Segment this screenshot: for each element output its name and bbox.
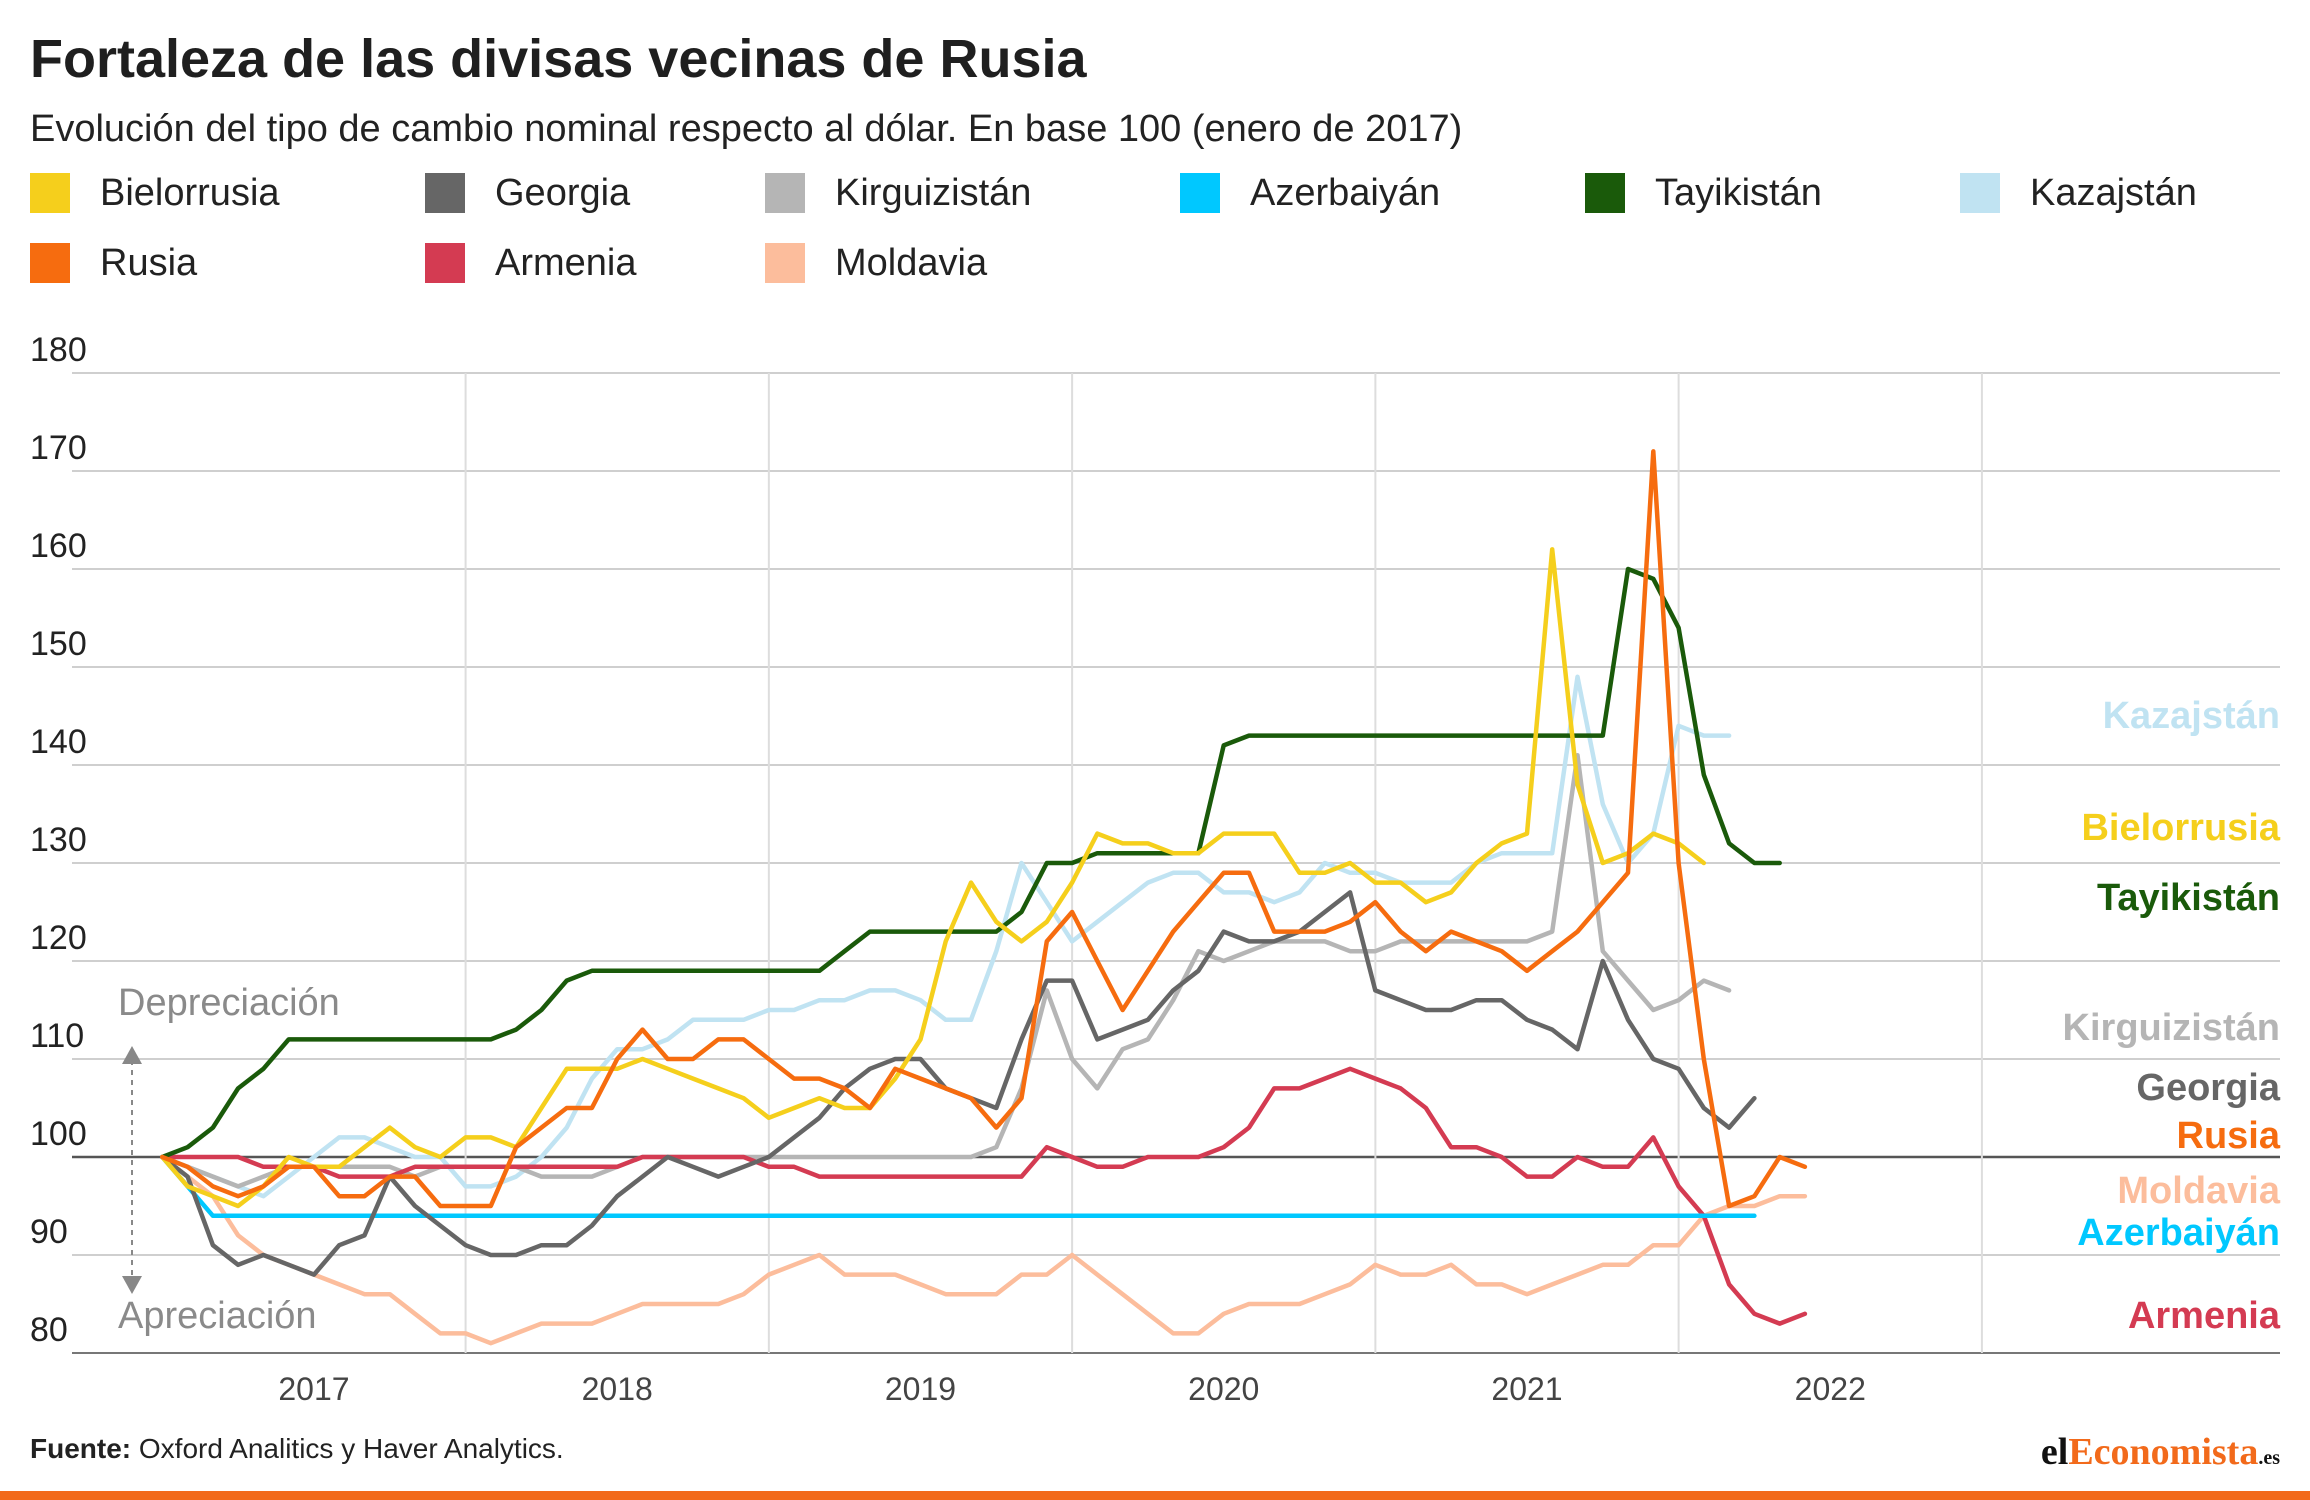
series-line-armenia	[160, 1066, 1808, 1326]
x-axis-ticks: 2017 2018 2019 2020 2021 2022	[278, 1371, 1865, 1407]
legend-swatch	[1585, 173, 1625, 213]
legend-label: Armenia	[495, 241, 637, 284]
end-label-rusia: Rusia	[2177, 1115, 2281, 1157]
annotation-arrow-down	[122, 1276, 142, 1294]
series-lines	[160, 449, 1808, 1346]
series-end-labels: Kazajstán Bielorrusia Tayikistán Kirguizist…	[2063, 695, 2281, 1337]
legend-label: Moldavia	[835, 241, 988, 284]
y-axis-ticks: 80 90 100 110 120 130 140 150 160 170 180	[30, 331, 87, 1349]
brand-suffix: .es	[2258, 1447, 2280, 1469]
y-tick-label: 180	[30, 331, 87, 369]
source-text: Oxford Analitics y Haver Analytics.	[131, 1433, 564, 1464]
y-tick-label: 100	[30, 1115, 87, 1153]
chart-title: Fortaleza de las divisas vecinas de Rusi…	[30, 29, 1087, 89]
y-tick-label: 80	[30, 1311, 68, 1349]
legend-label: Bielorrusia	[100, 171, 280, 214]
legend-swatch	[765, 243, 805, 283]
legend-label: Tayikistán	[1655, 171, 1822, 214]
end-label-bielorrusia: Bielorrusia	[2081, 807, 2280, 849]
legend-item-azerbaiyán: Azerbaiyán	[1180, 168, 1440, 218]
annotation-arrow-up	[122, 1046, 142, 1064]
axis-annotation: Depreciación Apreciación	[118, 982, 340, 1337]
series-line-kirguizistán	[160, 752, 1732, 1189]
end-label-georgia: Georgia	[2136, 1067, 2280, 1109]
source-label: Fuente:	[30, 1433, 132, 1464]
legend-swatch	[1960, 173, 2000, 213]
legend-item-tayikistán: Tayikistán	[1585, 168, 1822, 218]
line-chart: 80 90 100 110 120 130 140 150 160 170 180 2017 2018…	[30, 331, 2281, 1407]
y-tick-label: 170	[30, 429, 87, 467]
y-tick-label: 110	[30, 1017, 84, 1055]
y-tick-label: 150	[30, 625, 87, 663]
legend-label: Kirguizistán	[835, 171, 1032, 214]
series-line-bielorrusia	[160, 547, 1707, 1209]
x-tick-label: 2020	[1188, 1371, 1259, 1407]
legend-label: Azerbaiyán	[1250, 171, 1441, 214]
legend-swatch	[765, 173, 805, 213]
chart-subtitle: Evolución del tipo de cambio nominal res…	[30, 108, 1463, 150]
brand-accent: Economista	[2068, 1431, 2259, 1473]
y-tick-label: 160	[30, 527, 87, 565]
end-label-azerbaiyán: Azerbaiyán	[2077, 1212, 2280, 1254]
annotation-depreciation: Depreciación	[118, 982, 340, 1024]
legend-item-moldavia: Moldavia	[765, 238, 987, 288]
legend-label: Georgia	[495, 171, 631, 214]
legend-swatch	[425, 243, 465, 283]
x-tick-label: 2017	[278, 1371, 349, 1407]
legend-item-kirguizistán: Kirguizistán	[765, 168, 1031, 218]
legend-item-armenia: Armenia	[425, 238, 637, 288]
legend-item-rusia: Rusia	[30, 238, 197, 288]
legend-swatch	[30, 173, 70, 213]
legend-swatch	[30, 243, 70, 283]
y-tick-label: 130	[30, 821, 87, 859]
grid	[72, 372, 2280, 1354]
x-tick-label: 2021	[1491, 1371, 1562, 1407]
end-label-kazajstán: Kazajstán	[2103, 695, 2280, 737]
legend-item-kazajstán: Kazajstán	[1960, 168, 2197, 218]
series-line-moldavia	[160, 1154, 1808, 1346]
y-tick-label: 90	[30, 1213, 68, 1251]
legend-label: Kazajstán	[2030, 171, 2197, 214]
end-label-tayikistán: Tayikistán	[2097, 877, 2280, 919]
brand-logo: elEconomista.es	[2041, 1430, 2280, 1474]
chart-legend: Bielorrusia Georgia Kirguizistán Azerbaiyán…	[30, 168, 2290, 298]
x-tick-label: 2019	[885, 1371, 956, 1407]
legend-item-bielorrusia: Bielorrusia	[30, 168, 280, 218]
legend-swatch	[425, 173, 465, 213]
legend-swatch	[1180, 173, 1220, 213]
y-tick-label: 140	[30, 723, 87, 761]
annotation-appreciation: Apreciación	[118, 1295, 317, 1337]
bottom-accent-bar	[0, 1491, 2310, 1500]
legend-label: Rusia	[100, 241, 198, 284]
legend-item-georgia: Georgia	[425, 168, 630, 218]
series-line-tayikistán	[160, 566, 1782, 1160]
source-note: Fuente: Oxford Analitics y Haver Analyti…	[30, 1433, 564, 1465]
y-tick-label: 120	[30, 919, 87, 957]
end-label-moldavia: Moldavia	[2117, 1170, 2280, 1212]
end-label-armenia: Armenia	[2128, 1295, 2281, 1337]
x-tick-label: 2018	[582, 1371, 653, 1407]
x-tick-label: 2022	[1795, 1371, 1866, 1407]
brand-prefix: el	[2040, 1431, 2069, 1473]
series-line-rusia	[160, 449, 1808, 1209]
end-label-kirguizistán: Kirguizistán	[2063, 1007, 2280, 1049]
